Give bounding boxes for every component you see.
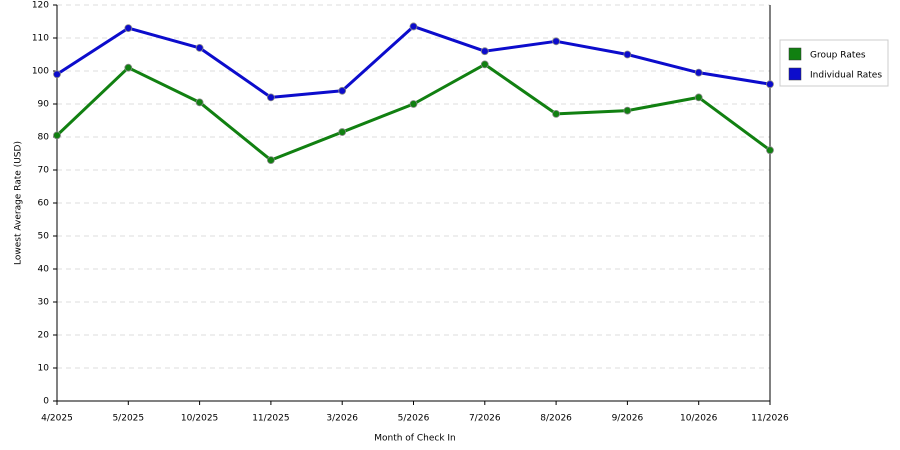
x-tick-label: 11/2026	[751, 414, 789, 424]
legend-swatch	[788, 47, 802, 61]
data-point	[766, 80, 774, 89]
x-tick-label: 3/2026	[326, 414, 358, 424]
legend-swatch	[788, 67, 802, 81]
data-point	[409, 100, 418, 108]
y-tick-label: 40	[38, 265, 50, 275]
data-point	[480, 47, 489, 56]
data-point	[124, 24, 133, 33]
y-tick-label: 60	[38, 199, 50, 209]
y-tick-label: 30	[38, 298, 50, 308]
data-point	[53, 131, 61, 140]
y-tick-label: 120	[32, 1, 49, 11]
x-axis-title: Month of Check In	[374, 434, 456, 444]
data-point	[338, 128, 347, 136]
data-point	[124, 63, 133, 72]
data-point	[623, 106, 632, 115]
y-tick-label: 50	[38, 232, 50, 242]
x-tick-label: 11/2025	[252, 414, 289, 424]
data-point	[766, 146, 774, 155]
x-tick-label: 7/2026	[469, 414, 501, 424]
data-point	[195, 98, 204, 107]
x-tick-label: 5/2026	[398, 414, 430, 424]
legend-label: Individual Rates	[810, 71, 882, 81]
data-point	[552, 110, 560, 118]
y-tick-label: 80	[38, 133, 50, 143]
y-tick-label: 100	[32, 67, 49, 77]
data-point	[409, 22, 418, 31]
series-line	[55, 62, 771, 162]
y-axis-title: Lowest Average Rate (USD)	[14, 141, 24, 265]
data-point	[266, 156, 275, 165]
x-tick-label: 9/2026	[612, 414, 644, 424]
x-tick-label: 8/2026	[540, 414, 572, 424]
y-tick-label: 0	[43, 397, 49, 407]
series-line	[56, 24, 771, 99]
y-tick-label: 70	[38, 166, 50, 176]
x-tick-label: 5/2025	[112, 414, 144, 424]
data-point	[694, 68, 703, 77]
data-point	[480, 60, 489, 69]
y-tick-label: 20	[38, 331, 50, 341]
data-point	[53, 70, 61, 79]
data-point	[338, 86, 347, 95]
data-point	[266, 93, 275, 102]
data-point	[694, 93, 703, 102]
x-tick-label: 10/2025	[181, 414, 218, 424]
y-tick-label: 90	[38, 100, 50, 110]
data-point	[195, 44, 204, 52]
data-point	[552, 37, 560, 46]
data-point	[623, 50, 632, 59]
x-tick-label: 10/2026	[680, 414, 718, 424]
legend-label: Group Rates	[810, 51, 866, 61]
y-tick-label: 110	[32, 34, 49, 44]
x-tick-label: 4/2025	[41, 414, 73, 424]
y-tick-label: 10	[38, 364, 50, 374]
